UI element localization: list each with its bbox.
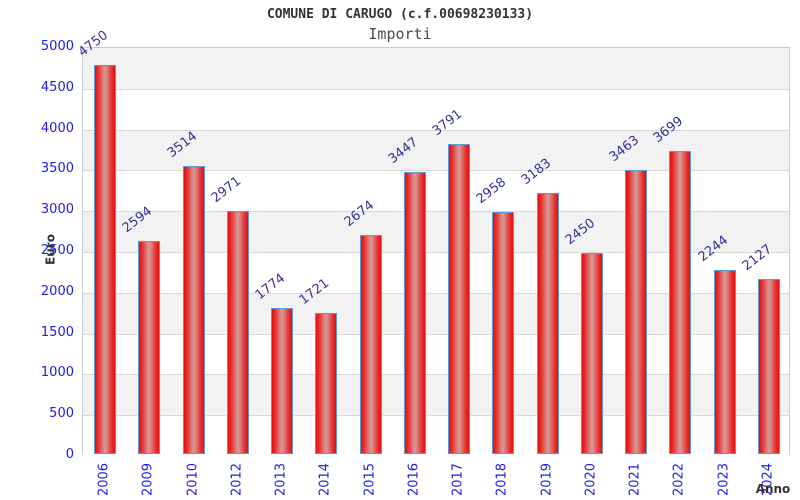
y-axis-tick-label: 2500 [40,243,74,258]
y-axis-tick-label: 0 [65,447,74,462]
x-axis-tick-label: 2021 [627,462,643,497]
chart-subtitle: Importi [368,25,432,43]
x-axis-tick-label: 2023 [716,462,732,497]
bar-2020 [580,253,603,454]
grid-band [83,88,789,130]
x-axis-tick-label: 2019 [539,462,555,497]
y-axis-tick-label: 4500 [40,79,74,95]
bar-2013 [271,308,294,454]
bar-2017 [448,144,471,454]
bar-2009 [138,241,161,454]
bar-2023 [713,270,736,454]
bar-2021 [625,170,648,454]
bar-2015 [359,235,382,454]
x-axis-tick-label: 2014 [317,462,333,497]
y-axis-tick-label: 2000 [40,283,74,299]
bar-2012 [226,211,249,454]
x-axis-tick-label: 2012 [229,462,245,497]
plot-area [82,47,790,456]
x-axis-tick-label: 2022 [671,462,687,497]
grid-line [83,292,789,294]
x-axis-title: Anno [755,482,791,496]
bar-2018 [492,212,515,454]
x-axis-tick-label: 2006 [96,462,112,497]
grid-line [83,252,789,253]
grid-line [83,129,789,131]
x-axis-tick-label: 2009 [140,462,156,497]
y-axis-title: Euro [43,234,58,265]
bar-2010 [182,166,205,454]
y-axis-tick-label: 3000 [40,202,74,218]
bar-2019 [536,193,559,454]
x-axis-tick-label: 2013 [273,462,289,497]
grid-line [83,415,789,417]
x-axis-tick-label: 2020 [583,462,599,497]
grid-line [83,374,789,376]
y-axis-tick-label: 1000 [40,365,74,381]
x-axis-tick-label: 2015 [362,462,378,497]
chart-title: COMUNE DI CARUGO (c.f.00698230133) [266,7,534,22]
y-axis-tick-label: 500 [49,406,74,422]
bar-2022 [669,151,692,454]
bar-2016 [403,172,426,454]
bar-2014 [315,313,338,454]
grid-line [83,88,789,90]
x-axis-tick-label: 2016 [406,462,422,497]
y-axis-tick-label: 1500 [40,324,74,340]
grid-line [83,170,789,172]
bar-2024 [757,279,780,454]
grid-band [83,48,789,89]
x-axis-tick-label: 2018 [494,462,510,497]
x-axis-tick-label: 2010 [185,462,201,497]
y-axis-tick-label: 4000 [40,120,74,136]
grid-line [83,211,789,213]
y-axis-tick-label: 3500 [40,161,74,177]
x-axis-tick-label: 2017 [450,462,466,497]
grid-line [83,333,789,335]
bar-2006 [94,65,117,454]
y-axis-tick-label: 5000 [40,39,74,54]
